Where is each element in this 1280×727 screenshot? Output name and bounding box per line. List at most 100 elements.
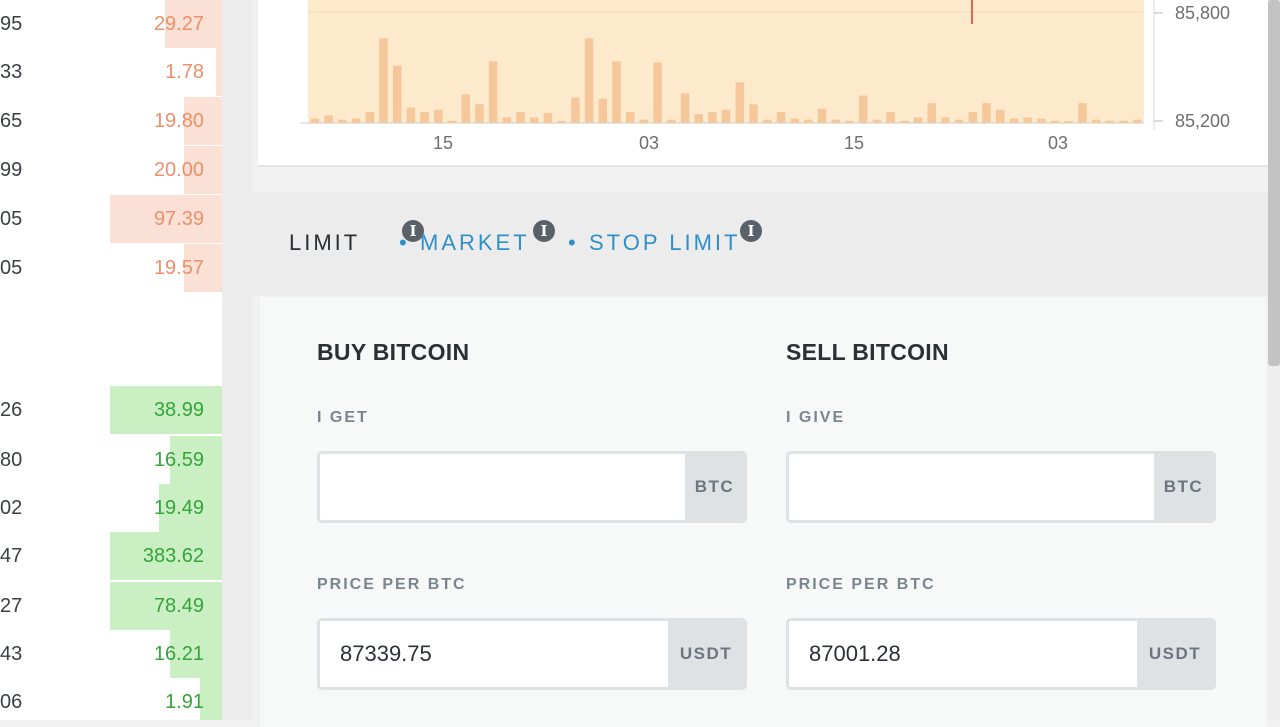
buy-title: BUY BITCOIN bbox=[317, 339, 470, 365]
volume-bar bbox=[598, 98, 608, 123]
sell-price-unit: USDT bbox=[1137, 621, 1213, 687]
volume-bar bbox=[475, 104, 484, 123]
order-type-tabs: LIMIT i • MARKET i • STOP LIMIT i bbox=[252, 192, 1268, 296]
volume-bar bbox=[1119, 120, 1128, 123]
volume-bar bbox=[625, 112, 635, 123]
volume-bar bbox=[447, 120, 457, 123]
volume-bar bbox=[379, 38, 388, 123]
buy-price-label: PRICE PER BTC bbox=[317, 576, 467, 593]
volume-bar bbox=[1064, 121, 1074, 123]
volume-bar bbox=[543, 113, 553, 123]
order-book: 95 29.27 33 1.78 65 19.80 99 20.00 05 97.39 05 19.5… bbox=[0, 0, 222, 720]
scrollbar-thumb[interactable] bbox=[1268, 0, 1280, 366]
ask-row[interactable]: 05 97.39 bbox=[0, 195, 222, 243]
volume-bar bbox=[776, 112, 786, 123]
tab-stop-limit-label: STOP LIMIT bbox=[589, 230, 741, 255]
price-chart[interactable]: 15 03 15 03 85,800 85,200 bbox=[258, 0, 1268, 167]
ask-price: 65 bbox=[0, 110, 23, 132]
bid-amount: 78.49 bbox=[153, 595, 204, 617]
sell-price-input[interactable] bbox=[789, 621, 1137, 687]
volume-bar bbox=[831, 119, 841, 123]
volume-bar bbox=[324, 115, 333, 123]
volume-bar bbox=[721, 109, 731, 123]
bid-amount: 16.59 bbox=[153, 449, 204, 471]
volume-bar bbox=[392, 65, 402, 123]
tab-market[interactable]: MARKET i bbox=[420, 220, 555, 256]
volume-bar bbox=[995, 109, 1005, 123]
volume-bar bbox=[804, 119, 813, 123]
volume-bar bbox=[338, 119, 347, 123]
volume-bar bbox=[406, 107, 416, 123]
volume-bar bbox=[488, 61, 498, 123]
bid-price: 06 bbox=[0, 691, 23, 713]
volume-bar bbox=[763, 119, 772, 123]
tab-limit[interactable]: LIMIT i bbox=[289, 220, 424, 256]
bid-row[interactable]: 27 78.49 bbox=[0, 582, 222, 630]
volume-bar bbox=[310, 118, 320, 123]
volume-bar bbox=[886, 112, 895, 123]
ask-amount: 1.78 bbox=[165, 61, 204, 83]
ask-amount: 20.00 bbox=[153, 159, 204, 181]
bid-price: 43 bbox=[0, 643, 23, 665]
volume-bar bbox=[1078, 103, 1087, 123]
volume-bar bbox=[502, 117, 512, 123]
volume-bar bbox=[365, 112, 375, 123]
volume-bar bbox=[557, 120, 566, 123]
volume-bar bbox=[667, 119, 676, 123]
volume-bar bbox=[735, 82, 745, 123]
bid-price: 26 bbox=[0, 399, 23, 421]
ask-price: 99 bbox=[0, 159, 23, 181]
volume-bar bbox=[790, 118, 799, 123]
ask-price: 33 bbox=[0, 61, 23, 83]
volume-bar bbox=[653, 62, 662, 123]
volume-bar bbox=[351, 118, 361, 123]
bid-row[interactable]: 43 16.21 bbox=[0, 630, 222, 678]
volume-bar bbox=[420, 112, 429, 123]
bid-price: 80 bbox=[0, 449, 23, 471]
buy-amount-input[interactable] bbox=[320, 454, 685, 520]
tab-stop-limit[interactable]: STOP LIMIT i bbox=[589, 220, 762, 256]
bid-row[interactable]: 26 38.99 bbox=[0, 386, 222, 434]
info-icon[interactable]: i bbox=[533, 220, 555, 242]
volume-bar bbox=[639, 119, 649, 123]
bid-row[interactable]: 06 1.91 bbox=[0, 678, 222, 720]
volume-bar bbox=[571, 97, 580, 123]
sell-title: SELL BITCOIN bbox=[786, 339, 949, 365]
bid-price: 47 bbox=[0, 545, 23, 567]
ask-price: 05 bbox=[0, 257, 23, 279]
bid-amount: 383.62 bbox=[142, 545, 204, 567]
chart-area bbox=[308, 0, 1144, 123]
buy-price-input[interactable] bbox=[320, 621, 668, 687]
ask-row[interactable]: 33 1.78 bbox=[0, 48, 222, 96]
volume-bar bbox=[1050, 120, 1060, 123]
sell-amount-label: I GIVE bbox=[786, 409, 846, 426]
volume-bar bbox=[461, 94, 470, 123]
volume-bar bbox=[1105, 120, 1115, 123]
bid-depth-bar bbox=[110, 386, 222, 434]
volume-bar bbox=[530, 117, 539, 123]
bid-row[interactable]: 80 16.59 bbox=[0, 436, 222, 484]
ask-row[interactable]: 95 29.27 bbox=[0, 0, 222, 48]
buy-amount-field: BTC bbox=[317, 451, 747, 523]
info-icon[interactable]: i bbox=[740, 220, 762, 242]
volume-bar bbox=[680, 93, 690, 123]
volume-bar bbox=[1009, 118, 1019, 123]
ask-row[interactable]: 99 20.00 bbox=[0, 146, 222, 194]
tab-market-label: MARKET bbox=[420, 230, 530, 255]
ask-price: 05 bbox=[0, 208, 23, 230]
buy-amount-label: I GET bbox=[317, 409, 369, 426]
info-icon[interactable]: i bbox=[402, 220, 424, 242]
ask-price: 95 bbox=[0, 13, 23, 35]
ask-amount: 19.57 bbox=[153, 257, 204, 279]
volume-bar bbox=[941, 117, 950, 123]
ask-row[interactable]: 05 19.57 bbox=[0, 244, 222, 292]
bid-row[interactable]: 47 383.62 bbox=[0, 532, 222, 580]
volume-bar bbox=[1023, 117, 1032, 123]
ask-row[interactable]: 65 19.80 bbox=[0, 97, 222, 145]
ask-amount: 29.27 bbox=[153, 13, 204, 35]
volume-bar bbox=[858, 95, 868, 123]
bid-row[interactable]: 02 19.49 bbox=[0, 484, 222, 532]
bid-depth-bar bbox=[110, 582, 222, 630]
column-divider bbox=[222, 0, 252, 720]
sell-amount-input[interactable] bbox=[789, 454, 1154, 520]
